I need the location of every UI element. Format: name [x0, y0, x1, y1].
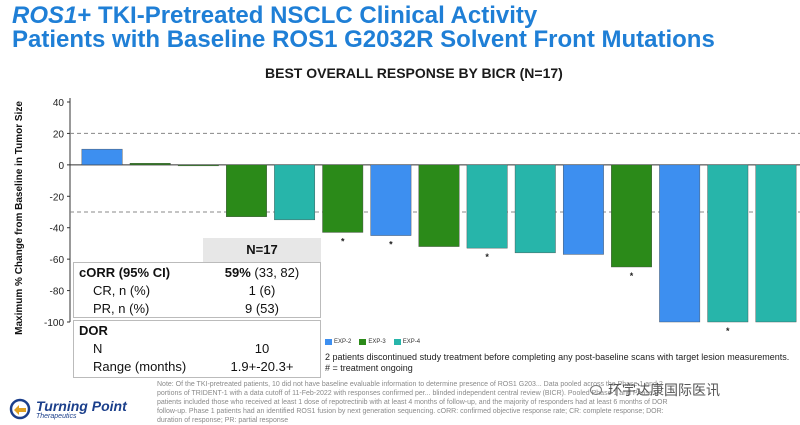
footnote-line1: 2 patients discontinued study treatment … [325, 352, 790, 362]
chart-footnote: 2 patients discontinued study treatment … [325, 352, 789, 374]
table-row: Range (months) 1.9+-20.3+ [73, 358, 321, 376]
y-tick-label: -40 [50, 224, 65, 235]
y-tick-label: -100 [44, 318, 64, 329]
chart-title: BEST OVERALL RESPONSE BY BICR (N=17) [265, 65, 563, 81]
chart-bar [370, 164, 412, 236]
company-logo: Turning Point Therapeutics [8, 398, 127, 420]
legend-item: EXP-3 [359, 339, 386, 345]
dor-box [73, 320, 321, 378]
y-tick-label: 40 [53, 98, 65, 109]
cr-value: 1 (6) [248, 283, 276, 298]
chat-icon [590, 385, 602, 395]
ongoing-marker: * [726, 326, 730, 336]
pr-value: 9 (53) [245, 301, 279, 316]
logo-sub: Therapeutics [36, 412, 77, 420]
chart-bar [226, 164, 267, 217]
table-row: PR, n (%) 9 (53) [73, 300, 321, 318]
legend-item: EXP-2 [325, 339, 351, 345]
chart-bar [322, 164, 364, 233]
ongoing-marker: * [341, 236, 345, 246]
chart-bar [177, 164, 219, 167]
y-axis-label: Maximum % Change from Baseline in Tumor … [14, 101, 25, 335]
chart-bar [611, 164, 652, 268]
corr-value: 59% (33, 82) [224, 265, 300, 280]
corr-label: cORR (95% CI) [79, 265, 171, 280]
y-tick-label: -20 [50, 192, 65, 203]
chart-bar [659, 164, 701, 323]
ongoing-marker: * [485, 252, 489, 262]
slide-title-line2: Patients with Baseline ROS1 G2032R Solve… [12, 26, 715, 53]
table-row: N 10 [73, 340, 321, 358]
chart-bar [562, 164, 604, 255]
slide-title-line1: ROS1+ TKI-Pretreated NSCLC Clinical Acti… [12, 2, 538, 29]
chart-bar [755, 164, 797, 323]
chart-bar [514, 164, 556, 254]
footnote-line2: # = treatment ongoing [325, 363, 413, 373]
chart-bar [466, 164, 508, 249]
orr-box [73, 262, 321, 318]
table-header: N=17 [203, 238, 321, 262]
watermark: 环宇达康国际医讯 [590, 380, 720, 400]
chart-bar [129, 163, 171, 166]
table-row: CR, n (%) 1 (6) [73, 282, 321, 300]
ongoing-marker: * [630, 271, 634, 281]
n-label: N [93, 341, 103, 356]
range-value: 1.9+-20.3+ [230, 359, 294, 374]
legend-item: EXP-4 [393, 339, 420, 345]
n-value: 10 [254, 341, 270, 356]
chart-legend: EXP-2 EXP-3 EXP-4 [325, 339, 420, 345]
chart-bar [274, 164, 316, 221]
logo-brand: Turning Point [36, 397, 127, 414]
dor-label: DOR [79, 323, 108, 338]
cr-label: CR, n (%) [93, 283, 151, 298]
pr-label: PR, n (%) [93, 301, 150, 316]
y-tick-label: 0 [58, 161, 64, 172]
y-tick-label: -80 [50, 287, 65, 298]
chart-bar [418, 164, 460, 247]
table-row: cORR (95% CI) 59% (33, 82) [73, 264, 321, 282]
y-tick-label: -60 [50, 255, 65, 266]
chart-bar [81, 148, 123, 166]
chart-bar [707, 164, 749, 323]
logo-icon [9, 398, 31, 420]
y-tick-label: 20 [53, 129, 65, 140]
ongoing-marker: * [389, 240, 393, 250]
table-row: DOR [73, 322, 321, 340]
range-label: Range (months) [93, 359, 187, 374]
bottom-note: Note: Of the TKI-pretreated patients, 10… [157, 381, 668, 424]
